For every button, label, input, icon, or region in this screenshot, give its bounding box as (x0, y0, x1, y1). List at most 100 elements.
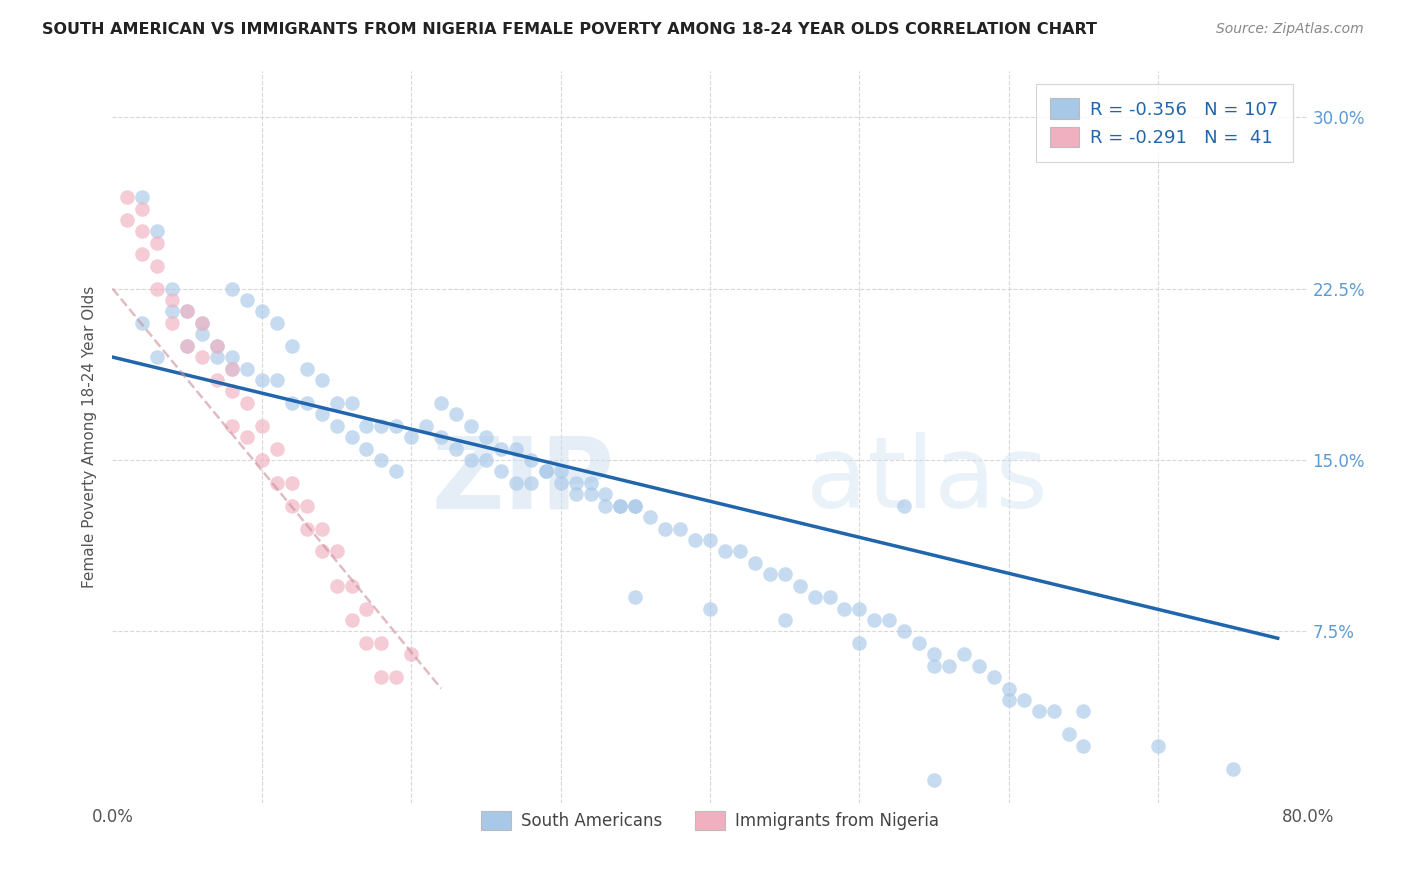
Point (311, 407, 333, 421)
Point (146, 224, 169, 238)
Point (430, 396, 453, 410)
Point (893, 499, 915, 513)
Point (191, 350, 214, 364)
Point (998, 693, 1021, 707)
Point (281, 338, 304, 352)
Point (938, 658, 960, 673)
Text: ZIP: ZIP (432, 433, 614, 530)
Point (654, 521, 676, 535)
Point (146, 350, 169, 364)
Point (385, 464, 408, 478)
Point (236, 293, 259, 307)
Point (191, 316, 214, 330)
Point (699, 533, 721, 547)
Point (460, 453, 482, 467)
Point (221, 361, 243, 376)
Point (176, 338, 198, 352)
Point (370, 636, 392, 650)
Point (281, 499, 304, 513)
Point (205, 338, 228, 352)
Point (325, 396, 347, 410)
Point (848, 636, 870, 650)
Point (803, 590, 825, 604)
Point (205, 350, 228, 364)
Point (340, 579, 363, 593)
Point (728, 544, 751, 558)
Point (311, 373, 333, 387)
Point (146, 281, 169, 295)
Point (415, 418, 437, 433)
Point (356, 601, 378, 615)
Point (624, 499, 647, 513)
Point (221, 384, 243, 399)
Point (1147, 739, 1170, 753)
Point (744, 556, 766, 570)
Point (863, 613, 886, 627)
Point (579, 487, 602, 501)
Point (370, 418, 392, 433)
Point (953, 647, 976, 661)
Point (162, 293, 183, 307)
Point (221, 281, 243, 295)
Point (401, 430, 423, 444)
Point (250, 418, 273, 433)
Point (609, 499, 631, 513)
Point (401, 647, 423, 661)
Point (520, 453, 543, 467)
Point (205, 338, 228, 352)
Point (281, 475, 304, 490)
Point (205, 373, 228, 387)
Point (146, 235, 169, 250)
Point (983, 670, 1005, 684)
Point (325, 579, 347, 593)
Point (609, 499, 631, 513)
Point (550, 464, 572, 478)
Point (879, 613, 901, 627)
Point (131, 190, 153, 204)
Point (564, 487, 586, 501)
Point (250, 453, 273, 467)
Point (221, 418, 243, 433)
Point (281, 396, 304, 410)
Point (295, 361, 318, 376)
Point (773, 613, 796, 627)
Point (1042, 705, 1064, 719)
Point (176, 304, 198, 318)
Point (340, 396, 363, 410)
Point (564, 475, 586, 490)
Point (595, 499, 617, 513)
Point (759, 567, 782, 582)
Point (162, 316, 183, 330)
Point (789, 579, 811, 593)
Point (176, 338, 198, 352)
Point (117, 190, 139, 204)
Point (1222, 762, 1244, 776)
Point (520, 475, 543, 490)
Point (1073, 739, 1095, 753)
Point (131, 316, 153, 330)
Point (1057, 727, 1080, 741)
Text: SOUTH AMERICAN VS IMMIGRANTS FROM NIGERIA FEMALE POVERTY AMONG 18-24 YEAR OLDS C: SOUTH AMERICAN VS IMMIGRANTS FROM NIGERI… (42, 22, 1097, 37)
Point (370, 670, 392, 684)
Point (908, 636, 931, 650)
Point (221, 350, 243, 364)
Point (385, 670, 408, 684)
Y-axis label: Female Poverty Among 18-24 Year Olds: Female Poverty Among 18-24 Year Olds (82, 286, 97, 588)
Point (893, 624, 915, 639)
Point (191, 316, 214, 330)
Point (534, 464, 557, 478)
Point (550, 475, 572, 490)
Point (250, 373, 273, 387)
Point (356, 418, 378, 433)
Point (1073, 705, 1095, 719)
Point (250, 304, 273, 318)
Point (311, 521, 333, 535)
Point (191, 327, 214, 342)
Point (131, 247, 153, 261)
Point (325, 544, 347, 558)
Text: Source: ZipAtlas.com: Source: ZipAtlas.com (1216, 22, 1364, 37)
Point (922, 658, 945, 673)
Point (117, 213, 139, 227)
Point (370, 453, 392, 467)
Point (579, 475, 602, 490)
